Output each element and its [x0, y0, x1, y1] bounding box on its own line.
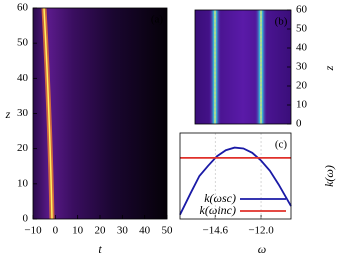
y-tick-label: 30: [17, 107, 29, 119]
y-tick-label: 0: [23, 213, 29, 225]
y-tick-label: 10: [17, 177, 29, 189]
series-line: [179, 146, 292, 216]
x-tick-label: −12.0: [248, 225, 274, 237]
x-tick-label: 0: [53, 225, 59, 237]
heatmap-ridge-core: [43, 7, 53, 220]
y-tick-label: 30: [296, 61, 308, 73]
y-tick-label: 0: [296, 118, 302, 130]
y-tick-label: 40: [17, 72, 29, 84]
x-tick-label: 30: [117, 225, 129, 237]
x-tick-label: 20: [95, 225, 107, 237]
x-tick-label: −10: [24, 225, 42, 237]
panel-label: (b): [275, 16, 288, 28]
heatmap-image: [33, 8, 167, 219]
plot-frame: [194, 9, 292, 125]
plot-frame: [179, 132, 292, 220]
x-tick-label: −14.6: [203, 225, 229, 237]
x-axis-label: ω: [258, 242, 266, 256]
legend-label: k(ωsc): [204, 191, 236, 205]
y-tick-label: 10: [296, 99, 308, 111]
y-tick-label: 50: [17, 37, 29, 49]
x-tick-label: 50: [162, 225, 174, 237]
y-tick-label: 60: [17, 2, 29, 14]
y-axis-label: z: [5, 107, 11, 121]
y-tick-label: 60: [296, 4, 308, 16]
y-tick-label: 20: [296, 80, 308, 92]
y-tick-label: 40: [296, 42, 308, 54]
panel-label: (c): [275, 139, 288, 151]
plot-frame: [32, 7, 168, 220]
x-tick-label: 40: [139, 225, 151, 237]
y-axis-label: z: [322, 65, 336, 71]
y-axis-label: k(ω): [322, 165, 336, 187]
panel-label: (a): [151, 14, 164, 26]
y-tick-label: 50: [296, 23, 308, 35]
x-axis-label: t: [98, 242, 102, 256]
y-tick-label: 20: [17, 142, 29, 154]
x-tick-label: 10: [72, 225, 84, 237]
legend-label: k(ωinc): [200, 203, 236, 217]
